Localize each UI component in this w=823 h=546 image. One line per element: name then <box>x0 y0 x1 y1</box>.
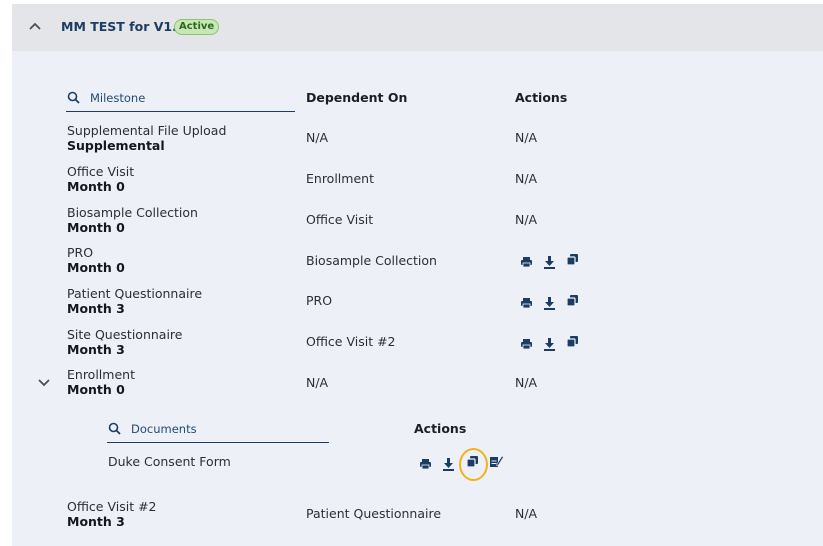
search-icon <box>67 91 80 104</box>
print-icon[interactable] <box>520 255 533 269</box>
status-badge: Active <box>174 19 220 35</box>
milestone-name: Office Visit <box>67 164 135 179</box>
documents-search-underline <box>107 442 329 443</box>
download-icon[interactable] <box>543 255 556 269</box>
milestone-name: PRO <box>67 245 94 260</box>
milestone-actions-text: N/A <box>515 375 538 390</box>
milestone-actions-text: N/A <box>515 506 538 521</box>
documents-col-actions: Actions <box>414 421 467 436</box>
chevron-down-icon[interactable] <box>38 379 50 387</box>
milestone-name: Enrollment <box>67 367 135 382</box>
milestone-name: Biosample Collection <box>67 205 198 220</box>
document-name: Duke Consent Form <box>108 454 231 469</box>
milestone-dependency: N/A <box>306 130 329 145</box>
copy-icon[interactable] <box>566 335 579 349</box>
col-actions: Actions <box>515 90 568 105</box>
milestone-search-underline <box>66 111 295 112</box>
milestone-period: Month 3 <box>67 342 125 357</box>
col-dependent-on: Dependent On <box>306 90 408 105</box>
milestone-dependency: N/A <box>306 375 329 390</box>
milestone-name: Site Questionnaire <box>67 327 183 342</box>
print-icon[interactable] <box>520 296 533 310</box>
milestone-actions-text: N/A <box>515 130 538 145</box>
milestone-dependency: Biosample Collection <box>306 253 437 268</box>
milestone-period: Month 3 <box>67 514 125 529</box>
milestone-period: Month 0 <box>67 382 125 397</box>
milestone-dependency: Enrollment <box>306 171 374 186</box>
milestone-period: Month 0 <box>67 260 125 275</box>
documents-search-input[interactable] <box>131 421 321 437</box>
download-icon[interactable] <box>543 337 556 351</box>
milestone-period: Month 3 <box>67 301 125 316</box>
milestone-period: Month 0 <box>67 220 125 235</box>
download-icon[interactable] <box>442 457 455 471</box>
copy-highlight-ring <box>459 448 488 481</box>
milestone-actions-text: N/A <box>515 212 538 227</box>
chevron-up-icon[interactable] <box>29 22 41 30</box>
group-header[interactable] <box>12 4 823 51</box>
group-title: MM TEST for V1.3 <box>61 19 186 34</box>
milestone-name: Supplemental File Upload <box>67 123 227 138</box>
milestone-actions-text: N/A <box>515 171 538 186</box>
milestone-dependency: PRO <box>306 293 333 308</box>
edit-document-icon[interactable] <box>489 454 504 468</box>
download-icon[interactable] <box>543 296 556 310</box>
print-icon[interactable] <box>419 457 432 471</box>
copy-icon[interactable] <box>566 253 579 267</box>
copy-icon[interactable] <box>566 294 579 308</box>
milestone-search-input[interactable] <box>90 90 290 106</box>
milestone-period: Supplemental <box>67 138 165 153</box>
milestone-dependency: Office Visit <box>306 212 374 227</box>
milestone-dependency: Office Visit #2 <box>306 334 396 349</box>
milestone-name: Patient Questionnaire <box>67 286 203 301</box>
milestone-name: Office Visit #2 <box>67 499 157 514</box>
milestone-dependency: Patient Questionnaire <box>306 506 442 521</box>
milestone-period: Month 0 <box>67 179 125 194</box>
print-icon[interactable] <box>520 337 533 351</box>
search-icon <box>108 422 121 435</box>
